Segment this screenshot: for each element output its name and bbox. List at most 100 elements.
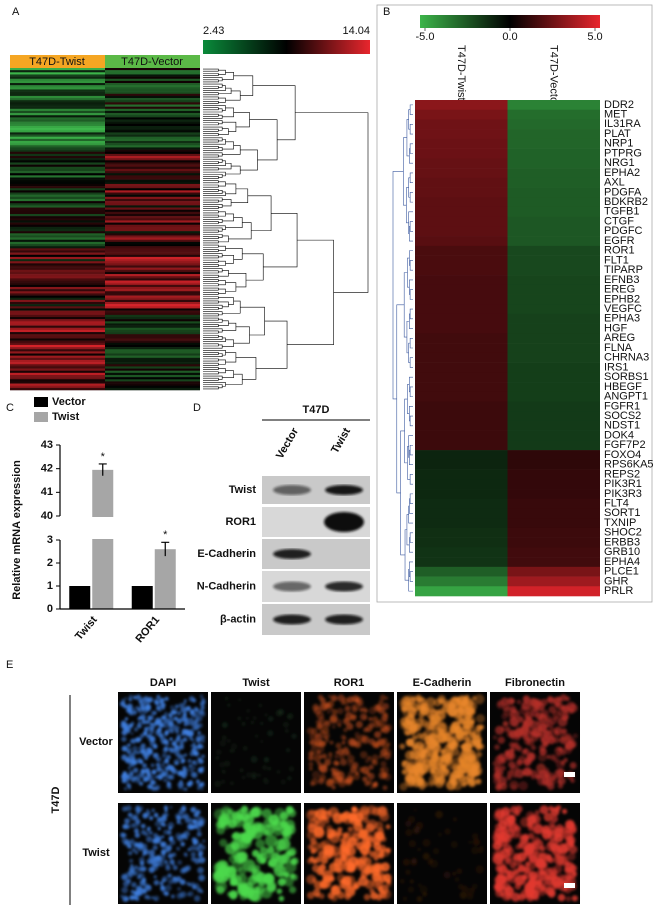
cell — [240, 805, 249, 813]
cell — [267, 766, 272, 771]
cell — [420, 732, 428, 741]
heatmap-row — [105, 312, 200, 316]
heatmap-row — [105, 310, 200, 314]
cell — [181, 787, 185, 791]
cell — [239, 768, 244, 773]
cell — [426, 739, 437, 750]
channel-label: Fibronectin — [505, 677, 565, 689]
protein-label: β-actin — [220, 613, 256, 625]
heatmap-row — [105, 327, 200, 331]
heatmap-cell — [507, 206, 600, 218]
gene-label: HGF — [604, 322, 628, 334]
gene-label: EPHA4 — [604, 556, 640, 568]
cell — [508, 729, 517, 738]
heatmap-row — [10, 205, 105, 208]
heatmap-cell — [415, 168, 508, 179]
dendrogram-branch — [287, 239, 334, 346]
cell — [510, 805, 518, 814]
dendrogram-branch — [203, 100, 219, 104]
cell — [461, 747, 472, 759]
cell — [523, 759, 531, 767]
gene-label: EGFR — [604, 235, 635, 247]
cell — [142, 763, 147, 768]
heatmap-row — [10, 355, 105, 359]
heatmap-row — [105, 362, 200, 365]
cell — [399, 743, 406, 750]
cell — [191, 772, 198, 779]
cell — [374, 847, 385, 858]
cell — [380, 729, 384, 733]
dendrogram-branch — [407, 257, 410, 288]
cell — [135, 705, 140, 710]
gene-label: CHRNA3 — [604, 352, 649, 364]
dendrogram-branch — [203, 154, 219, 158]
cell — [526, 735, 534, 743]
cell — [196, 831, 202, 837]
heatmap-row — [10, 162, 105, 165]
cell — [525, 882, 536, 892]
dendrogram-branch — [409, 493, 413, 504]
heatmap-row — [105, 353, 200, 356]
cell — [156, 756, 162, 763]
cell — [554, 746, 564, 756]
heatmap-row — [105, 113, 200, 116]
cell — [347, 759, 355, 767]
heatmap-row — [105, 274, 200, 277]
cell — [249, 889, 263, 902]
cell — [344, 893, 351, 900]
heatmap-row — [105, 209, 200, 213]
heatmap-row — [10, 370, 105, 374]
heatmap-row — [10, 304, 105, 307]
heatmap-row — [10, 123, 105, 127]
gene-label: TIPARP — [604, 264, 643, 276]
heatmap-row — [105, 321, 200, 324]
cell — [314, 892, 321, 898]
cell — [570, 778, 575, 783]
cell — [160, 841, 167, 849]
cell — [402, 858, 411, 866]
heatmap-row — [10, 166, 105, 170]
cell — [139, 860, 145, 866]
cell — [541, 777, 550, 786]
cell — [472, 838, 481, 846]
heatmap-row — [10, 216, 105, 219]
heatmap-row — [10, 267, 105, 271]
heatmap-cell — [415, 537, 508, 548]
cell — [151, 780, 157, 786]
cell — [311, 770, 320, 779]
cell — [251, 849, 260, 858]
cell — [325, 824, 333, 832]
cell — [241, 882, 254, 895]
cell — [323, 755, 328, 760]
cell — [129, 840, 134, 845]
y-tick-label: 43 — [41, 439, 53, 451]
dendrogram-branch — [295, 112, 369, 293]
heatmap-cell — [507, 489, 600, 500]
bar — [154, 549, 176, 609]
cell — [288, 886, 297, 894]
cell — [166, 754, 172, 760]
dendrogram-branch — [203, 204, 223, 208]
heatmap-row — [10, 280, 105, 283]
cell — [557, 717, 568, 727]
cell — [186, 892, 191, 897]
heatmap-cell — [415, 216, 508, 227]
heatmap-cell — [507, 518, 600, 529]
dendrogram-branch — [203, 137, 223, 142]
heatmap-cell — [507, 255, 600, 266]
cell — [289, 873, 296, 879]
cell — [174, 738, 180, 744]
dendrogram-branch — [408, 342, 411, 363]
cell — [200, 787, 204, 791]
cell — [358, 809, 369, 820]
heatmap-row — [105, 323, 200, 326]
cell — [459, 891, 468, 899]
cell — [458, 708, 465, 715]
heatmap-row — [10, 224, 105, 228]
cell — [543, 834, 550, 841]
cell — [329, 706, 334, 711]
cell — [436, 775, 446, 785]
cell — [136, 694, 141, 698]
cell — [221, 722, 228, 728]
heatmap-cell — [415, 479, 508, 490]
